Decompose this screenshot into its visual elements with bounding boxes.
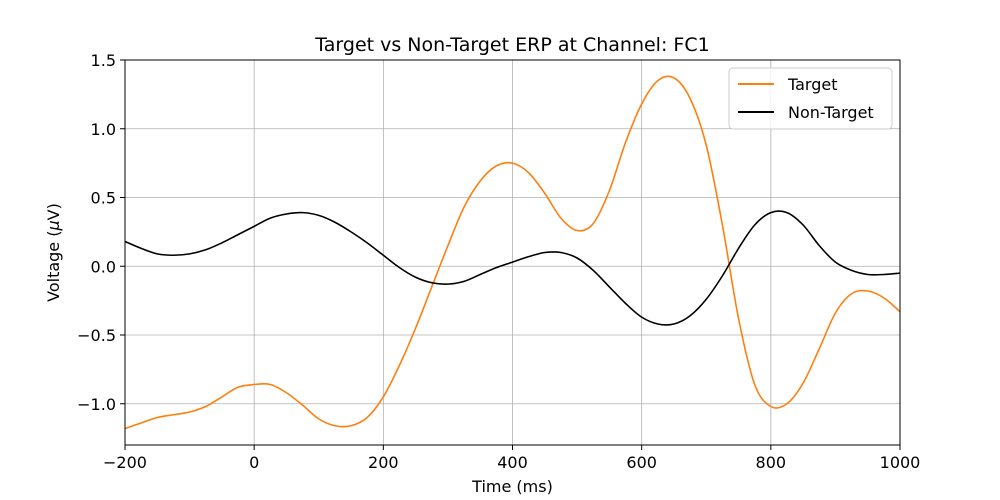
legend: Target Non-Target — [728, 67, 893, 130]
series-line-target — [125, 75, 900, 430]
y-axis-label: Voltage (μV) — [44, 203, 63, 302]
chart-title: Target vs Non-Target ERP at Channel: FC1 — [314, 34, 709, 56]
y-tick-label: 1.0 — [91, 120, 116, 139]
series-line-non-target — [125, 210, 900, 326]
y-tick-label: −0.5 — [77, 326, 116, 345]
y-tick-label: 1.5 — [91, 51, 116, 70]
x-tick-label: 0 — [249, 453, 259, 472]
legend-label-target: Target — [787, 75, 838, 94]
y-tick-label: 0.0 — [91, 257, 116, 276]
x-tick-label: 600 — [626, 453, 657, 472]
y-axis-label-suffix: V) — [44, 203, 63, 220]
x-axis-label: Time (ms) — [471, 477, 553, 496]
y-axis-label-mu: μ — [44, 220, 63, 231]
y-axis-label-prefix: Voltage ( — [44, 231, 63, 302]
y-tick-label: −1.0 — [77, 395, 116, 414]
legend-label-non-target: Non-Target — [788, 103, 874, 122]
tick-layer: −200 0 200 400 600 800 1000 −1.0 −0.5 0.0 0.5 1.0 1.… — [77, 51, 920, 472]
x-tick-label: 800 — [756, 453, 787, 472]
x-tick-label: 200 — [368, 453, 399, 472]
x-tick-label: 1000 — [880, 453, 921, 472]
x-tick-label: −200 — [103, 453, 147, 472]
series-layer — [125, 75, 900, 430]
y-tick-label: 0.5 — [91, 189, 116, 208]
x-tick-label: 400 — [497, 453, 528, 472]
